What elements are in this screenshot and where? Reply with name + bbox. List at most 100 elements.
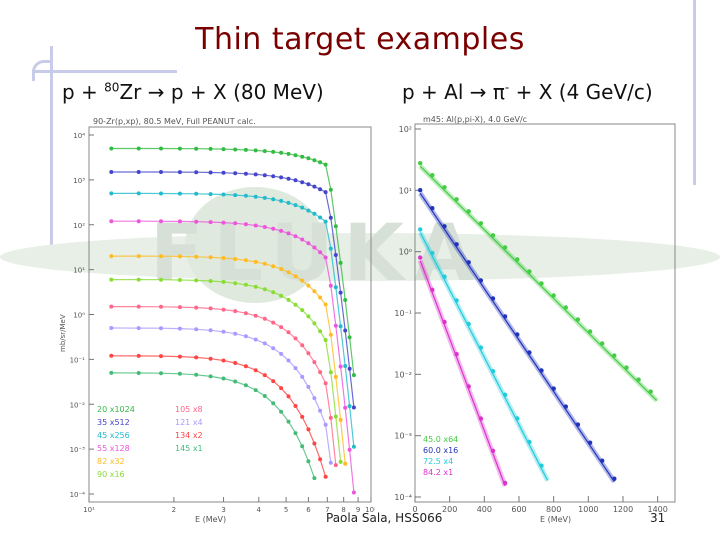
right-chart-legend: 45.0 x64 60.0 x16 72.5 x4 84.2 x1 [423, 435, 458, 477]
right-chart-y-ticks: 10² 10¹ 10⁰ 10⁻¹ 10⁻² 10⁻³ 10⁻⁴ [394, 125, 421, 502]
right-chart-y-tick-label: 10⁻¹ [394, 309, 412, 318]
right-chart-xlabel: E (MeV) [540, 515, 571, 524]
left-chart-data-point [347, 335, 352, 340]
right-chart-data-point [454, 197, 459, 202]
left-chart-data-point [194, 170, 199, 175]
left-chart-data-point [136, 170, 141, 174]
watermark-text: FLUKA [150, 209, 484, 299]
left-chart-data-point [221, 170, 226, 175]
left-chart-data-point [136, 326, 141, 331]
left-chart-data-point [253, 337, 258, 342]
left-chart-data-point [136, 191, 141, 196]
left-chart-data-point [279, 409, 284, 414]
left-chart-data-point [323, 255, 328, 260]
right-chart-data-point [454, 352, 459, 357]
left-chart-legend-entry: 82 x32 [97, 457, 125, 466]
right-chart-y-tick-label: 10⁻² [394, 370, 412, 379]
left-chart-data-point [347, 366, 352, 371]
left-chart-data-point [279, 386, 284, 391]
left-chart-data-point [318, 187, 323, 192]
left-chart-data-point [333, 224, 338, 229]
left-chart-data-point [136, 219, 141, 224]
left-chart-x-tick-label: 10¹ [83, 506, 95, 514]
left-chart-data-point [253, 313, 258, 318]
left-chart-data-point [159, 146, 163, 151]
left-chart-data-point [136, 277, 141, 282]
left-chart-x-tick-label: 10² [365, 506, 375, 514]
left-chart-data-point [279, 228, 284, 233]
right-chart-x-tick-label: 1400 [647, 505, 667, 514]
left-chart-data-point [243, 282, 248, 287]
left-chart-data-point [262, 173, 267, 178]
left-chart-data-point [286, 270, 291, 275]
left-chart-data-point [338, 459, 343, 464]
right-reaction-heading: p + Al → π- + X (4 GeV/c) [402, 80, 653, 104]
left-chart-marks [109, 146, 356, 495]
left-chart-data-point [328, 246, 333, 251]
right-chart-data-point [430, 206, 435, 211]
page-number: 31 [650, 511, 666, 525]
right-chart-data-point [418, 227, 423, 232]
left-chart-data-point [300, 343, 305, 348]
left-heading-sup: 80 [104, 80, 120, 95]
right-chart-y-tick-label: 10¹ [399, 186, 412, 195]
left-chart-data-point [177, 371, 182, 376]
left-chart-data-point [136, 254, 141, 259]
left-chart-data-point [233, 221, 238, 226]
left-chart-data-point [253, 284, 258, 289]
left-chart-data-point [243, 171, 248, 176]
left-chart-data-point [323, 219, 328, 224]
right-chart-data-point [418, 188, 423, 193]
right-chart-data-point [539, 368, 544, 373]
left-chart-series-line [111, 355, 327, 477]
right-chart-data-point [539, 281, 544, 286]
frame-vertical-line-right [693, 0, 696, 185]
left-chart-data-point [221, 256, 226, 260]
right-heading-sup: - [504, 80, 510, 95]
left-chart-data-point [333, 285, 338, 290]
left-chart-data-point [208, 255, 213, 260]
left-chart-series-line [111, 171, 355, 408]
left-chart-data-point [253, 194, 258, 199]
left-heading-post: Zr → p + X (80 MeV) [119, 80, 324, 104]
left-chart-series-line [111, 147, 355, 376]
right-chart-data-point [600, 458, 605, 463]
left-chart-data-point [109, 170, 114, 174]
left-chart-data-point [318, 295, 323, 300]
left-heading-pre: p + [62, 80, 105, 104]
left-chart-data-point [312, 396, 317, 401]
left-chart-data-point [208, 220, 213, 225]
left-chart-data-point [343, 461, 348, 466]
left-chart-data-point [194, 278, 199, 283]
left-chart-data-point [159, 219, 163, 224]
left-chart-data-point [338, 364, 343, 369]
left-chart-data-point [253, 148, 258, 153]
left-chart-data-point [306, 384, 311, 389]
right-chart-data-point [624, 365, 629, 370]
left-chart-data-point [159, 326, 163, 331]
left-chart-ylabel: mb/sr/MeV [59, 314, 67, 352]
left-chart-data-point [343, 298, 348, 302]
left-chart-data-point [333, 253, 338, 257]
left-chart-data-point [136, 371, 141, 375]
left-chart-legend: 20 x1024 35 x512 45 x256 55 x128 82 x32 90 x1… [97, 405, 203, 479]
left-chart-data-point [279, 175, 284, 180]
left-chart-y-tick-label: 10⁻¹ [70, 356, 86, 364]
left-chart-data-point [323, 474, 328, 479]
left-chart-data-point [243, 147, 248, 152]
left-chart-data-point [233, 331, 238, 336]
left-chart-header: 90-Zr(p,xp), 80.5 MeV, Full PEANUT calc. [93, 117, 256, 126]
right-chart-legend-entry: 60.0 x16 [423, 446, 458, 455]
right-chart-series-line [419, 232, 549, 481]
frame-horizontal-line-left [32, 70, 177, 73]
left-chart-data-point [262, 195, 267, 200]
left-chart-data-point [323, 338, 328, 342]
left-chart: 90-Zr(p,xp), 80.5 MeV, Full PEANUT calc.… [59, 117, 375, 524]
left-chart-data-point [279, 267, 284, 271]
right-chart-data-point [502, 245, 508, 250]
right-chart-data-point [418, 161, 423, 166]
left-chart-data-point [300, 154, 305, 159]
left-chart-data-point [177, 254, 182, 259]
right-chart-data-point [454, 298, 459, 303]
left-chart-data-point [306, 241, 311, 246]
